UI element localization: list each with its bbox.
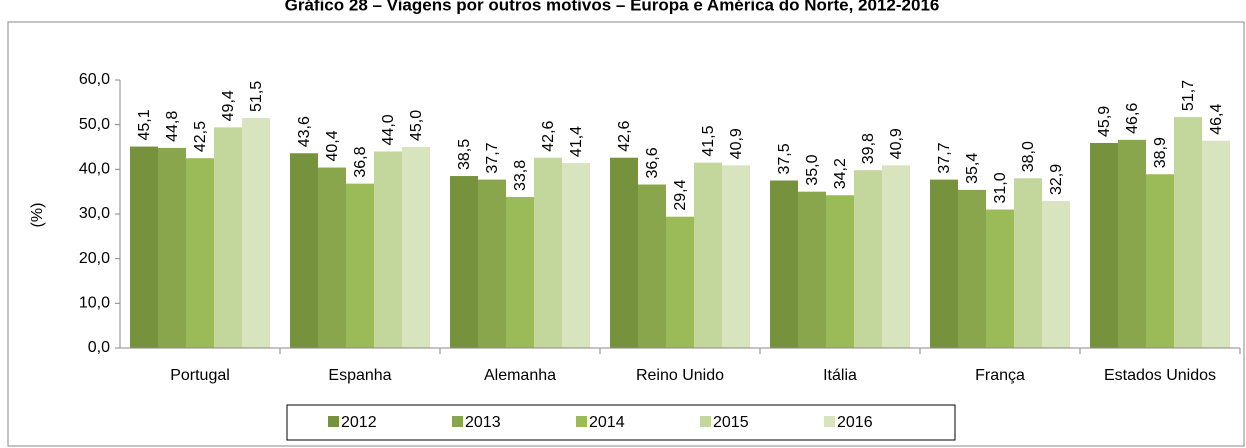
value-label: 40,9 [888, 128, 905, 159]
bar [610, 157, 638, 348]
value-label: 45,0 [408, 110, 425, 141]
value-label: 34,2 [832, 158, 849, 189]
legend-swatch [824, 416, 835, 427]
bar [1014, 178, 1042, 348]
bar [854, 170, 882, 348]
legend-box [286, 404, 956, 441]
value-label: 36,8 [352, 146, 369, 177]
legend-swatch [576, 416, 587, 427]
value-label: 40,9 [728, 128, 745, 159]
chart-title: Gráfico 28 – Viagens por outros motivos … [285, 0, 940, 14]
chart-frame [7, 21, 1245, 447]
value-label: 33,8 [512, 160, 529, 191]
x-tick-label: Reino Unido [636, 367, 724, 384]
value-label: 51,5 [248, 81, 265, 112]
x-tick-label: França [975, 367, 1025, 384]
value-label: 29,4 [672, 179, 689, 210]
bar [666, 216, 694, 348]
bar [1174, 117, 1202, 348]
value-label: 35,0 [804, 154, 821, 185]
legend-label: 2014 [589, 414, 625, 431]
bar [186, 158, 214, 348]
bar [1090, 142, 1118, 348]
value-label: 38,0 [1020, 141, 1037, 172]
value-label: 42,6 [540, 120, 557, 151]
bar [1202, 140, 1230, 348]
y-axis-label: (%) [29, 203, 46, 228]
bar [242, 117, 270, 348]
value-label: 41,4 [568, 126, 585, 157]
bar [318, 167, 346, 348]
bar [958, 189, 986, 348]
value-label: 37,7 [936, 142, 953, 173]
bar [290, 153, 318, 348]
value-label: 45,9 [1096, 106, 1113, 137]
bar [826, 195, 854, 348]
value-label: 38,5 [456, 139, 473, 170]
x-tick-label: Portugal [170, 367, 230, 384]
y-tick-label: 20,0 [79, 250, 110, 267]
bar [214, 127, 242, 348]
value-label: 36,6 [644, 147, 661, 178]
y-tick-label: 40,0 [79, 161, 110, 178]
value-label: 44,0 [380, 114, 397, 145]
value-label: 42,6 [616, 120, 633, 151]
value-label: 43,6 [296, 116, 313, 147]
value-label: 38,9 [1152, 137, 1169, 168]
bar [346, 183, 374, 348]
x-tick-label: Espanha [328, 367, 391, 384]
bar [986, 209, 1014, 348]
legend-swatch [328, 416, 339, 427]
bar [882, 165, 910, 348]
bar [534, 157, 562, 348]
value-label: 51,7 [1180, 80, 1197, 111]
bar [798, 191, 826, 348]
x-tick-label: Estados Unidos [1104, 367, 1216, 384]
y-tick-label: 30,0 [79, 205, 110, 222]
legend-swatch [452, 416, 463, 427]
y-tick-label: 10,0 [79, 295, 110, 312]
legend-label: 2016 [837, 414, 873, 431]
bar [722, 165, 750, 348]
value-label: 35,4 [964, 153, 981, 184]
value-label: 37,7 [484, 142, 501, 173]
y-tick-label: 50,0 [79, 116, 110, 133]
bar [694, 162, 722, 348]
y-tick-label: 60,0 [79, 71, 110, 88]
value-label: 32,9 [1048, 164, 1065, 195]
value-label: 45,1 [136, 109, 153, 140]
x-tick-label: Alemanha [484, 367, 556, 384]
value-label: 46,4 [1208, 104, 1225, 135]
x-tick-label: Itália [823, 367, 857, 384]
bar [1042, 201, 1070, 348]
bar [562, 163, 590, 348]
legend-label: 2013 [465, 414, 501, 431]
value-label: 39,8 [860, 133, 877, 164]
legend-label: 2015 [713, 414, 749, 431]
value-label: 41,5 [700, 125, 717, 156]
value-label: 40,4 [324, 130, 341, 161]
bar [770, 180, 798, 348]
legend-label: 2012 [341, 414, 377, 431]
value-label: 49,4 [220, 90, 237, 121]
bar [478, 179, 506, 348]
value-label: 31,0 [992, 172, 1009, 203]
bar [930, 179, 958, 348]
bar [402, 147, 430, 348]
value-label: 42,5 [192, 121, 209, 152]
bar [158, 147, 186, 348]
y-tick-label: 0,0 [88, 339, 110, 356]
bar [130, 146, 158, 348]
value-label: 44,8 [164, 111, 181, 142]
bar [638, 184, 666, 348]
bar [374, 151, 402, 348]
bar [450, 176, 478, 348]
bar [1146, 174, 1174, 348]
bar [1118, 139, 1146, 348]
value-label: 46,6 [1124, 103, 1141, 134]
bar [506, 197, 534, 348]
value-label: 37,5 [776, 143, 793, 174]
legend-swatch [700, 416, 711, 427]
